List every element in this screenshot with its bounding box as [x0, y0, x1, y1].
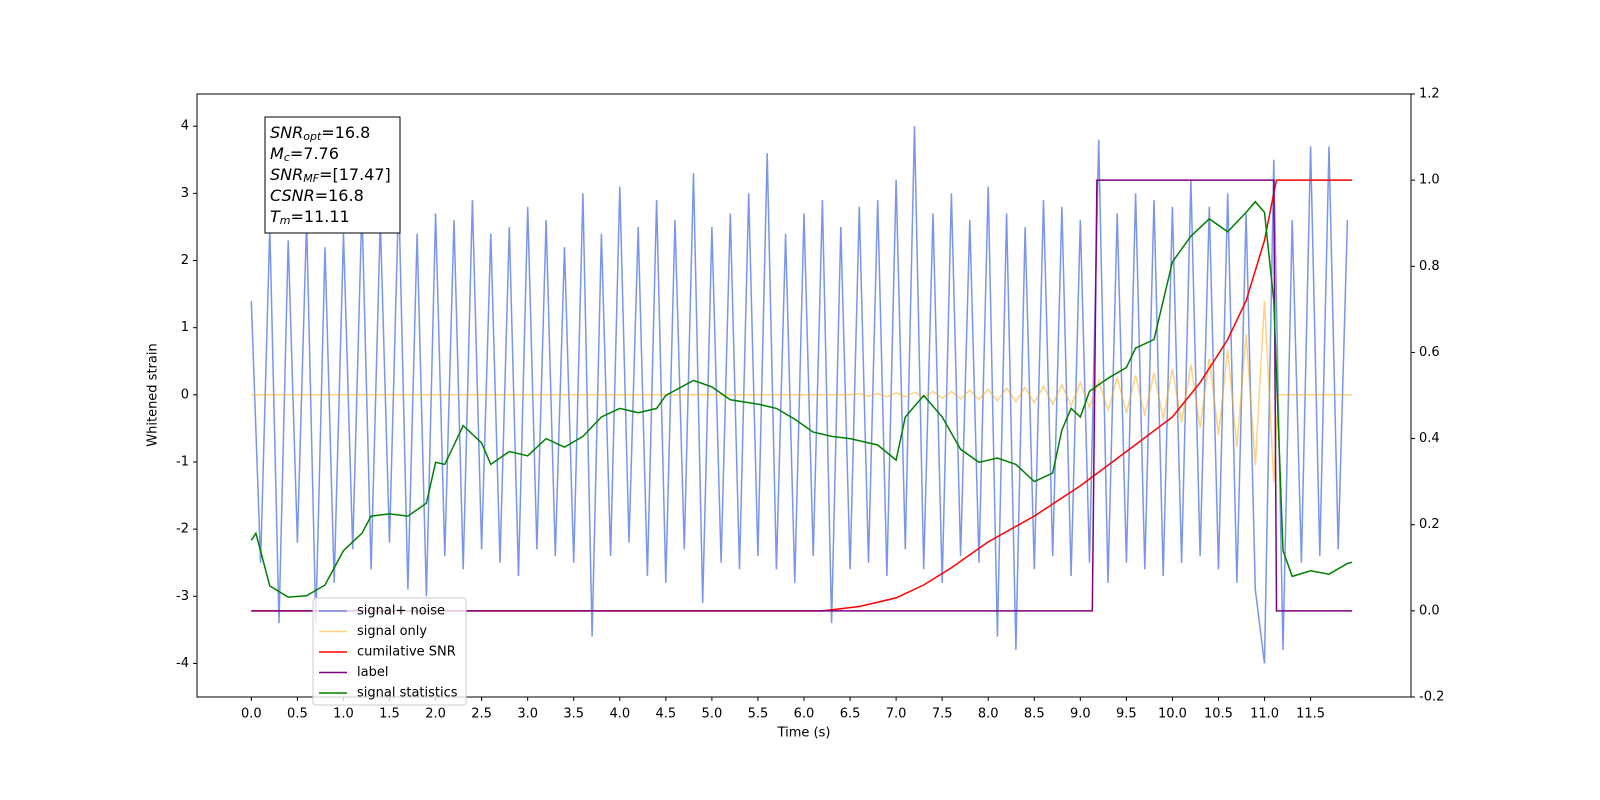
y-tick-label: 4: [181, 119, 189, 134]
y-tick-label: 0: [181, 387, 189, 402]
y-tick-label: 1: [181, 320, 189, 335]
x-tick-label: 6.0: [794, 707, 815, 722]
series-line: [251, 179, 1353, 612]
y-axis-label: Whitened strain: [146, 343, 161, 446]
annotation-value: =16.8: [315, 186, 364, 205]
y2-tick-label: 0.0: [1419, 603, 1440, 618]
annotation-line: Mc=7.76: [270, 144, 339, 165]
x-tick-label: 7.5: [932, 707, 953, 722]
annotation-subscript: m: [280, 214, 291, 227]
x-tick-label: 2.5: [471, 707, 492, 722]
legend: signal+ noise signal only cumilative SNR la…: [312, 597, 467, 706]
annotation-symbol: SNR: [270, 123, 303, 142]
annotation-box: SNRopt=16.8Mc=7.76SNRMF=[17.47]CSNR=16.8…: [264, 116, 401, 234]
x-tick-label: 3.0: [517, 707, 538, 722]
annotation-value: =16.8: [321, 123, 370, 142]
y-tick-label: -3: [176, 589, 189, 604]
x-tick-label: 8.0: [978, 707, 999, 722]
y-tick-label: -1: [176, 454, 189, 469]
series-line: [251, 300, 1353, 483]
y2-tick-label: 0.2: [1419, 517, 1440, 532]
annotation-subscript: opt: [303, 130, 322, 143]
y2-tick-label: -0.2: [1419, 690, 1444, 705]
x-tick-label: 7.0: [886, 707, 907, 722]
annotation-symbol: SNR: [270, 165, 303, 184]
y-tick-label: -2: [176, 522, 189, 537]
annotation-line: Tm=11.11: [270, 207, 350, 228]
x-tick-label: 4.0: [609, 707, 630, 722]
x-tick-label: 0.0: [241, 707, 262, 722]
legend-label: label: [357, 665, 388, 680]
y2-tick-label: 0.8: [1419, 259, 1440, 274]
x-tick-label: 0.5: [287, 707, 308, 722]
x-tick-label: 1.0: [333, 707, 354, 722]
plot-area: [250, 126, 1353, 664]
legend-frame: [312, 597, 467, 706]
y2-tick-label: 1.2: [1419, 87, 1440, 102]
y-tick-label: -4: [176, 656, 189, 671]
legend-label: signal statistics: [357, 686, 458, 701]
annotation-line: CSNR=16.8: [270, 186, 364, 205]
x-tick-label: 1.5: [379, 707, 400, 722]
annotation-line: SNRopt=16.8: [270, 123, 370, 144]
x-tick-label: 11.0: [1250, 707, 1279, 722]
x-tick-label: 9.5: [1116, 707, 1137, 722]
x-tick-label: 10.5: [1204, 707, 1233, 722]
annotation-frame: [264, 116, 401, 234]
x-tick-label: 2.0: [425, 707, 446, 722]
x-tick-label: 5.0: [702, 707, 723, 722]
legend-label: signal+ noise: [357, 604, 445, 619]
annotation-line: SNRMF=[17.47]: [270, 165, 391, 186]
annotation-symbol: M: [270, 144, 284, 163]
x-tick-label: 11.5: [1296, 707, 1325, 722]
x-tick-label: 5.5: [748, 707, 769, 722]
y-tick-label: 2: [181, 253, 189, 268]
annotation-subscript: MF: [303, 172, 319, 185]
series-line: [250, 200, 1353, 598]
x-tick-label: 8.5: [1024, 707, 1045, 722]
annotation-symbol: CSNR: [270, 186, 315, 205]
x-tick-label: 4.5: [655, 707, 676, 722]
x-axis-label: Time (s): [777, 726, 831, 741]
x-tick-label: 6.5: [840, 707, 861, 722]
annotation-value: =[17.47]: [319, 165, 391, 184]
y2-tick-label: 0.4: [1419, 431, 1440, 446]
legend-label: signal only: [357, 624, 427, 639]
y-tick-label: 3: [181, 186, 189, 201]
annotation-subscript: c: [284, 151, 290, 164]
annotation-symbol: T: [270, 207, 281, 226]
x-tick-label: 3.5: [563, 707, 584, 722]
x-tick-label: 9.0: [1070, 707, 1091, 722]
y2-tick-label: 1.0: [1419, 173, 1440, 188]
annotation-value: =7.76: [290, 144, 339, 163]
y2-tick-label: 0.6: [1419, 345, 1440, 360]
x-tick-label: 10.0: [1158, 707, 1187, 722]
legend-label: cumilative SNR: [357, 645, 456, 660]
annotation-value: =11.11: [291, 207, 350, 226]
series-line: [250, 126, 1349, 664]
